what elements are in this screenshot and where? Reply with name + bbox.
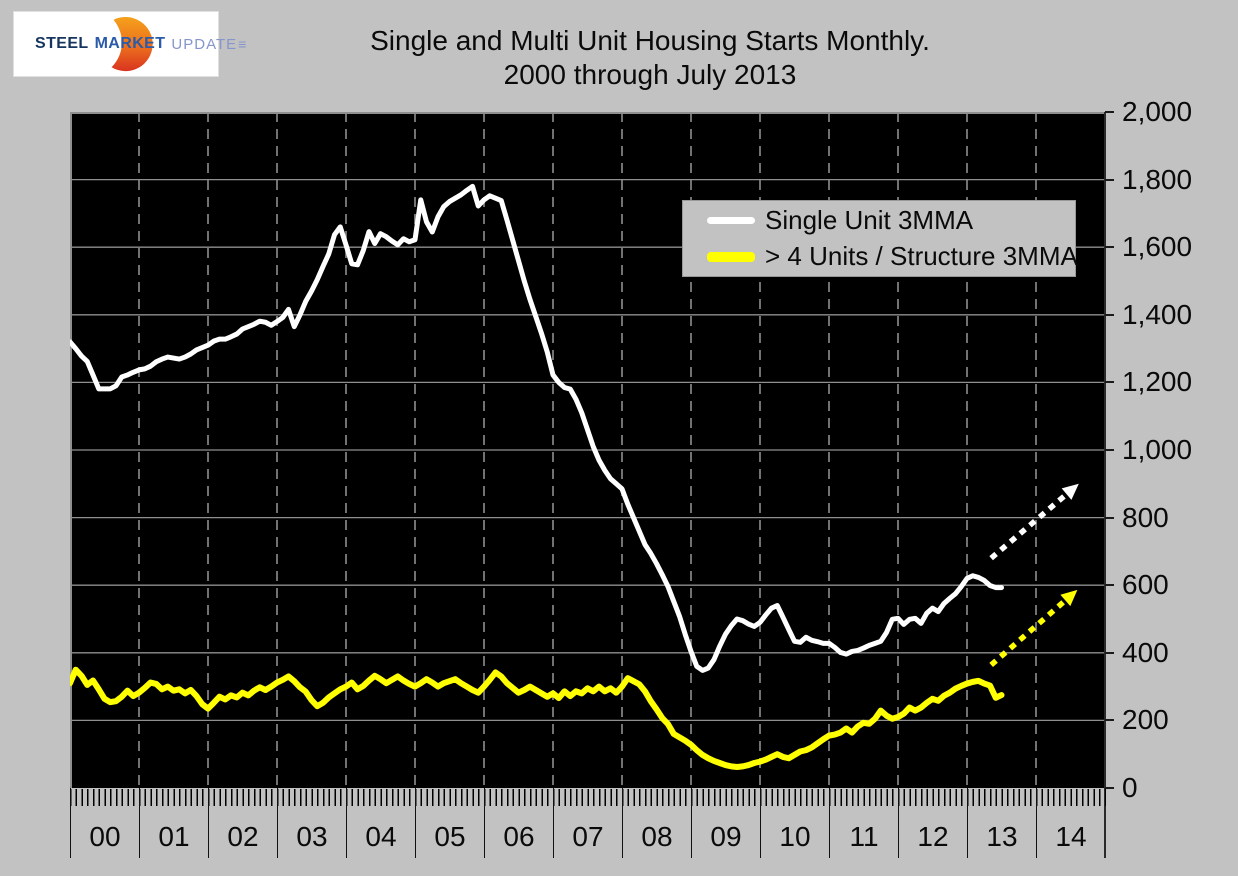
trend-arrowhead-multi-icon	[1060, 589, 1078, 607]
series-single-unit-line	[70, 183, 1004, 673]
legend-item: Single Unit 3MMA	[707, 205, 1075, 237]
x-year-cell: 08	[622, 788, 691, 858]
plot-svg	[70, 112, 1105, 788]
legend-label: Single Unit 3MMA	[765, 205, 974, 235]
y-tick	[1105, 516, 1114, 519]
y-tick	[1105, 719, 1114, 722]
y-tick	[1105, 178, 1114, 181]
chart-title-line-2: 2000 through July 2013	[503, 59, 797, 90]
x-year-label: 14	[1055, 821, 1087, 852]
x-year-cell: 06	[484, 788, 553, 858]
x-year-cell: 01	[139, 788, 208, 858]
x-minor-ticks	[70, 789, 1106, 806]
chart-title-line-1: Single and Multi Unit Housing Starts Mon…	[370, 25, 930, 56]
y-tick-label: 400	[1122, 636, 1169, 668]
y-tick-label: 1,000	[1122, 434, 1193, 465]
x-year-cell: 04	[346, 788, 415, 858]
chart-title: Single and Multi Unit Housing Starts Mon…	[230, 24, 1070, 92]
x-year-cell: 12	[898, 788, 967, 858]
y-tick	[1105, 111, 1114, 113]
x-year-cell: 10	[760, 788, 829, 858]
y-axis-line	[1104, 112, 1106, 858]
series-multi-unit-line	[70, 666, 1005, 771]
y-tick-label: 1,200	[1122, 366, 1193, 398]
trend-arrowhead-single-icon	[1061, 483, 1079, 500]
logo-menu-glyph-icon: ≡	[238, 36, 247, 52]
x-year-label: 05	[434, 821, 466, 852]
legend: Single Unit 3MMA > 4 Units / Structure 3M…	[682, 200, 1078, 277]
x-year-cell: 02	[208, 788, 277, 858]
x-year-label: 12	[917, 821, 949, 852]
x-year-label: 13	[986, 821, 1018, 852]
y-tick-label: 200	[1122, 704, 1169, 736]
y-tick-label: 0	[1122, 772, 1138, 803]
y-tick	[1105, 246, 1114, 249]
legend-swatch	[707, 217, 755, 224]
legend-swatch	[707, 251, 755, 262]
x-year-label: 03	[296, 821, 328, 852]
trend-arrow-multi-icon	[989, 597, 1069, 668]
trend-arrow-single-icon	[989, 490, 1070, 561]
x-year-cell: 07	[553, 788, 622, 858]
x-year-cell: 09	[691, 788, 760, 858]
x-year-label: 08	[641, 821, 673, 852]
x-year-label: 02	[227, 821, 259, 852]
logo-words: STEEL MARKET UPDATE ≡	[14, 12, 246, 76]
x-year-label: 11	[849, 821, 879, 852]
y-tick	[1105, 313, 1114, 316]
y-tick	[1105, 381, 1114, 384]
x-year-cell: 05	[415, 788, 484, 858]
y-tick	[1105, 449, 1114, 451]
y-tick	[1105, 584, 1114, 587]
x-year-cell: 13	[967, 788, 1036, 858]
x-year-cell: 14	[1036, 788, 1105, 858]
x-year-label: 06	[503, 821, 535, 852]
x-year-cell: 03	[277, 788, 346, 858]
x-year-label: 04	[365, 821, 397, 852]
y-tick-label: 1,800	[1122, 163, 1193, 195]
logo-inner: STEEL MARKET UPDATE ≡	[14, 12, 246, 76]
y-tick-label: 1,600	[1122, 231, 1193, 263]
x-year-label: 07	[572, 821, 604, 852]
x-year-cell: 11	[829, 788, 898, 858]
y-tick-label: 800	[1122, 501, 1169, 533]
y-tick-label: 1,400	[1122, 298, 1193, 330]
legend-item: > 4 Units / Structure 3MMA	[707, 241, 1078, 273]
y-tick-label: 2,000	[1122, 96, 1193, 127]
x-year-label: 00	[89, 821, 121, 852]
logo-word-market: MARKET	[94, 35, 166, 52]
steel-market-update-logo: STEEL MARKET UPDATE ≡	[14, 12, 246, 76]
logo-crescent-icon	[111, 16, 153, 72]
logo-word-steel: STEEL	[35, 35, 89, 52]
y-tick-label: 600	[1122, 569, 1169, 601]
x-year-label: 01	[158, 821, 190, 852]
logo-word-update: UPDATE	[171, 35, 238, 53]
y-tick	[1105, 787, 1114, 789]
x-year-label: 09	[710, 821, 742, 852]
x-year-label: 10	[779, 821, 811, 852]
x-year-cell: 00	[70, 788, 139, 858]
y-tick	[1105, 651, 1114, 654]
legend-label: > 4 Units / Structure 3MMA	[765, 241, 1078, 271]
